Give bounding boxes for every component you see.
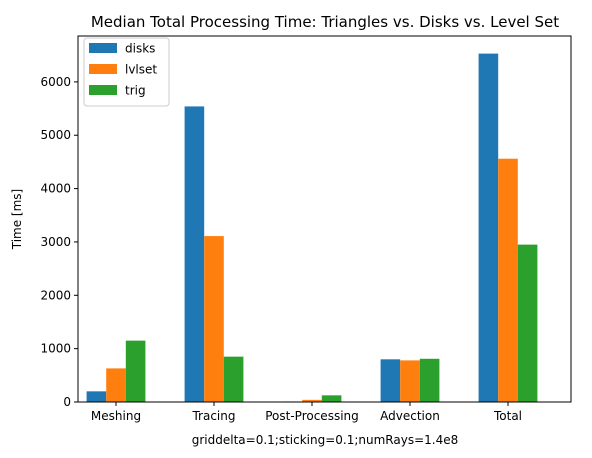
x-tick-label: Advection	[380, 409, 440, 423]
bar-trig-4	[517, 244, 538, 402]
bar-disks-4	[478, 53, 499, 402]
legend-swatch-disks	[89, 43, 117, 53]
x-tick-label: Meshing	[91, 409, 141, 423]
x-tick-label: Total	[493, 409, 522, 423]
bar-trig-1	[223, 356, 244, 402]
y-tick-label: 6000	[40, 75, 71, 89]
y-tick-label: 2000	[40, 288, 71, 302]
x-tick-label: Post-Processing	[265, 409, 359, 423]
x-axis-label: griddelta=0.1;sticking=0.1;numRays=1.4e8	[192, 433, 459, 447]
x-tick-label: Tracing	[191, 409, 235, 423]
plot-frame	[77, 35, 572, 403]
bar-disks-0	[86, 391, 107, 402]
bar-disks-3	[380, 359, 401, 402]
y-tick-label: 1000	[40, 342, 71, 356]
bar-trig-3	[419, 358, 440, 402]
y-axis-label: Time [ms]	[10, 189, 24, 251]
y-tick-label: 5000	[40, 128, 71, 142]
bar-disks-1	[184, 106, 205, 402]
legend-swatch-trig	[89, 85, 117, 95]
bar-trig-0	[125, 340, 146, 402]
legend-label-lvlset: lvlset	[125, 63, 157, 77]
y-tick-label: 3000	[40, 235, 71, 249]
bar-lvlset-4	[498, 158, 518, 402]
legend-swatch-lvlset	[89, 64, 117, 74]
x-axis: Meshing Tracing Post-Processing Advection To…	[91, 402, 522, 423]
bar-lvlset-0	[106, 368, 126, 402]
legend: disks lvlset trig	[83, 37, 170, 107]
bar-lvlset-1	[204, 236, 224, 402]
bar-lvlset-3	[400, 360, 420, 402]
legend-label-trig: trig	[125, 84, 146, 98]
bar-lvlset-2	[302, 399, 322, 402]
bars-group	[86, 53, 538, 402]
y-tick-label: 4000	[40, 182, 71, 196]
legend-label-disks: disks	[125, 42, 155, 56]
y-tick-label: 0	[63, 395, 71, 409]
chart-title: Median Total Processing Time: Triangles …	[91, 13, 559, 31]
y-axis: 0 1000 2000 3000 4000 5000 6000	[40, 75, 78, 409]
bar-trig-2	[321, 395, 342, 402]
